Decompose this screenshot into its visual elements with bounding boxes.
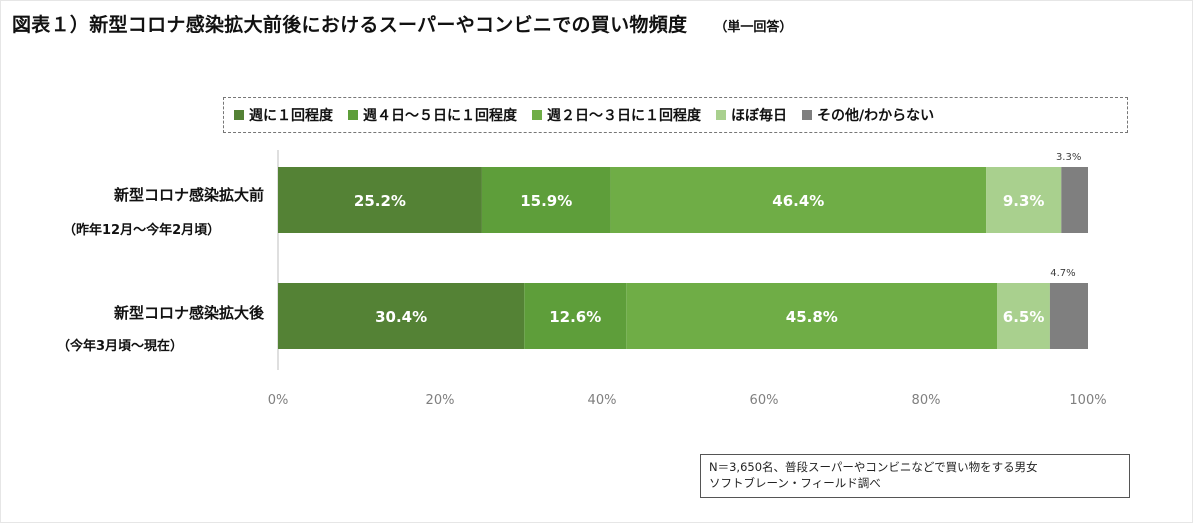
legend-label: その他/わからない — [817, 108, 935, 124]
bar-segment — [481, 167, 611, 233]
source-note: N＝3,650名、普段スーパーやコンビニなどで買い物をする男女 ソフトブレーン・… — [700, 454, 1130, 498]
legend-item: 週に１回程度 — [234, 105, 333, 125]
category-main-label: 新型コロナ感染拡大後 — [113, 304, 264, 322]
data-label: 25.2% — [354, 192, 406, 210]
bar-segment — [1061, 167, 1088, 233]
category-label-before: 新型コロナ感染拡大前 — [114, 184, 264, 205]
data-label: 45.8% — [786, 308, 838, 326]
legend-label: 週に１回程度 — [249, 108, 333, 124]
legend-swatch — [348, 110, 358, 120]
data-label: 3.3% — [1056, 152, 1081, 163]
bar-segment — [997, 283, 1050, 349]
bar-segment — [610, 167, 987, 233]
x-tick-label: 100% — [1069, 393, 1106, 408]
x-tick-label: 60% — [750, 393, 779, 408]
bar-segment — [278, 167, 482, 233]
chart-title: 図表１）新型コロナ感染拡大前後におけるスーパーやコンビニでの買い物頻度 — [12, 14, 688, 36]
data-label: 6.5% — [1003, 308, 1045, 326]
category-sublabel-after: （今年3月頃～現在） — [57, 335, 183, 354]
bar-segment — [524, 283, 627, 349]
legend-swatch — [234, 110, 244, 120]
data-label: 30.4% — [375, 308, 427, 326]
x-tick-label: 20% — [426, 393, 455, 408]
legend-item: その他/わからない — [802, 105, 934, 125]
title-block: 図表１）新型コロナ感染拡大前後におけるスーパーやコンビニでの買い物頻度 （単一回… — [12, 10, 792, 37]
x-tick-label: 40% — [588, 393, 617, 408]
category-sub-label: （昨年12月～今年2月頃） — [63, 223, 221, 238]
legend-label: 週２日～３日に１回程度 — [547, 108, 701, 124]
category-main-label: 新型コロナ感染拡大前 — [113, 186, 264, 204]
category-label-after: 新型コロナ感染拡大後 — [114, 302, 264, 323]
note-line-2: ソフトブレーン・フィールド調べ — [709, 476, 881, 490]
legend-swatch — [802, 110, 812, 120]
note-line-1: N＝3,650名、普段スーパーやコンビニなどで買い物をする男女 — [709, 460, 1038, 474]
legend-label: ほぼ毎日 — [731, 108, 787, 124]
legend-item: 週４日～５日に１回程度 — [348, 105, 517, 125]
category-sub-label: （今年3月頃～現在） — [57, 339, 184, 354]
bar-segment — [986, 167, 1062, 233]
data-label: 15.9% — [520, 192, 572, 210]
legend: 週に１回程度 週４日～５日に１回程度 週２日～３日に１回程度 ほぼ毎日 その他/わからな… — [223, 97, 1128, 133]
x-tick-label: 0% — [268, 393, 289, 408]
chart-subtitle: （単一回答） — [714, 20, 793, 35]
bar-segment — [278, 283, 525, 349]
bar-segment — [1049, 283, 1088, 349]
data-label: 46.4% — [772, 192, 824, 210]
x-tick-label: 80% — [912, 393, 941, 408]
legend-swatch — [716, 110, 726, 120]
data-label: 9.3% — [1003, 192, 1045, 210]
data-label: 12.6% — [549, 308, 601, 326]
legend-swatch — [532, 110, 542, 120]
legend-item: ほぼ毎日 — [716, 105, 787, 125]
category-sublabel-before: （昨年12月～今年2月頃） — [63, 219, 220, 238]
legend-label: 週４日～５日に１回程度 — [363, 108, 517, 124]
data-label: 4.7% — [1050, 268, 1075, 279]
legend-item: 週２日～３日に１回程度 — [532, 105, 701, 125]
bar-segment — [626, 283, 998, 349]
